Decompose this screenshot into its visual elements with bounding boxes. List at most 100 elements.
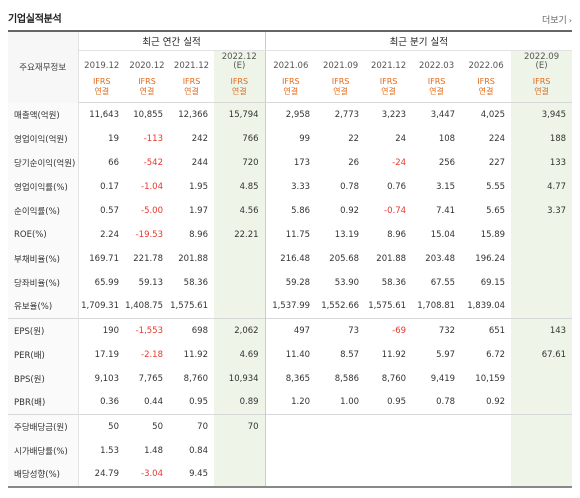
table-cell xyxy=(511,390,573,415)
period-date: 2022.03 xyxy=(418,60,455,71)
table-cell: 1,408.75 xyxy=(125,301,163,312)
table-cell: 188 xyxy=(511,126,573,151)
period-header: 2021.12 xyxy=(169,50,214,72)
table-cell: 0.95 xyxy=(189,397,208,408)
table-cell: 24.79 xyxy=(78,462,125,488)
table-row: ROE(%) 2.24 -19.53 8.96 22.21 11.75 13.19 8.96 1… xyxy=(8,222,573,247)
ifrs-label: IFRS xyxy=(532,76,551,86)
period-header: 2022.03 xyxy=(412,50,461,72)
table-cell: 11.92 xyxy=(183,349,208,360)
table-cell: 58.36 xyxy=(381,277,407,288)
table-cell: -5.00 xyxy=(141,205,163,216)
ifrs-label: IFRS xyxy=(379,76,398,86)
table-cell: 99 xyxy=(299,133,311,144)
table-cell: 5.55 xyxy=(486,181,506,192)
ifrs-basis-label: IFRS 연결 xyxy=(214,71,266,103)
ifrs-label: IFRS xyxy=(477,76,495,86)
row-label: EPS(원) xyxy=(8,318,79,343)
ifrs-basis-label: IFRS 연결 xyxy=(125,71,169,103)
table-cell: -113 xyxy=(143,133,163,144)
ifrs-label: IFRS xyxy=(331,76,350,86)
table-cell: 190 xyxy=(78,318,125,343)
consolidated-label: 연결 xyxy=(184,86,199,96)
consolidated-label: 연결 xyxy=(429,86,444,96)
table-cell: 201.88 xyxy=(178,253,208,264)
table-cell: 66 xyxy=(108,157,119,168)
period-date: 2021.12 xyxy=(173,60,210,71)
table-row: PBR(배) 0.36 0.44 0.95 0.89 1.20 1.00 0.95 0.78 0.… xyxy=(8,390,573,415)
table-row: 유보율(%) 1,709.31 1,408.75 1,575.61 1,537.99 1,… xyxy=(8,294,573,319)
ifrs-label: IFRS xyxy=(281,76,300,86)
table-cell: -2.18 xyxy=(141,349,163,360)
table-cell: 3.33 xyxy=(291,181,311,192)
table-cell: 1,709.31 xyxy=(81,301,119,312)
table-cell: 8,365 xyxy=(285,373,311,384)
table-cell: 59.13 xyxy=(138,277,163,288)
table-cell: 11.75 xyxy=(285,229,311,240)
table-cell xyxy=(265,414,317,439)
row-label: ROE(%) xyxy=(8,222,79,247)
table-cell: 4.85 xyxy=(214,174,266,199)
table-cell: -542 xyxy=(143,157,163,168)
table-cell: 1.95 xyxy=(189,181,208,192)
row-label: 순이익률(%) xyxy=(8,198,79,223)
table-cell: 698 xyxy=(169,318,214,343)
table-cell: 0.78 xyxy=(436,397,456,408)
table-cell: 0.44 xyxy=(144,397,163,408)
period-header: 2019.12 xyxy=(78,50,125,72)
table-cell: 22.21 xyxy=(214,222,266,247)
table-cell xyxy=(461,414,512,439)
table-cell: 10,159 xyxy=(475,373,506,384)
table-cell: 9,103 xyxy=(94,373,119,384)
table-cell: 9.45 xyxy=(169,462,214,488)
more-link[interactable]: 더보기 › xyxy=(542,13,572,26)
table-cell xyxy=(511,366,573,391)
table-cell: 8,760 xyxy=(183,373,208,384)
row-label: 영업이익(억원) xyxy=(8,126,79,151)
table-cell: 0.57 xyxy=(100,205,119,216)
estimate-marker: (E) xyxy=(535,60,548,71)
table-cell xyxy=(511,414,573,439)
row-label: 배당성향(%) xyxy=(8,462,79,488)
ifrs-basis-label: IFRS 연결 xyxy=(511,71,573,103)
table-cell: 242 xyxy=(191,133,208,144)
table-cell xyxy=(511,438,573,463)
table-cell: 651 xyxy=(461,318,512,343)
table-cell xyxy=(214,246,266,271)
table-cell: 0.92 xyxy=(340,205,360,216)
table-cell: -69 xyxy=(365,318,413,343)
table-cell xyxy=(511,294,573,319)
table-row: EPS(원) 190 -1,553 698 2,062 497 73 -69 732 651 143 xyxy=(8,318,573,343)
table-cell: 53.90 xyxy=(334,277,360,288)
ifrs-label: IFRS xyxy=(427,76,446,86)
table-cell: 203.48 xyxy=(425,253,456,264)
table-cell: 2,958 xyxy=(285,109,311,120)
table-cell: 0.92 xyxy=(486,397,506,408)
table-cell: 720 xyxy=(214,150,266,175)
table-cell: 4.77 xyxy=(511,174,573,199)
period-header: 2021.06 xyxy=(265,50,316,72)
table-cell: 4,025 xyxy=(480,109,506,120)
table-cell xyxy=(511,462,573,488)
table-cell xyxy=(214,462,266,488)
period-date: 2019.12 xyxy=(84,60,120,71)
consolidated-label: 연결 xyxy=(381,86,396,96)
table-cell xyxy=(412,439,461,463)
table-cell: -3.04 xyxy=(125,462,169,488)
table-cell: 11.40 xyxy=(285,349,311,360)
table-cell xyxy=(511,246,573,271)
table-cell: 19 xyxy=(108,133,119,144)
table-cell: 70 xyxy=(169,414,214,439)
table-cell: 65.99 xyxy=(94,277,119,288)
table-cell: 3,223 xyxy=(381,109,407,120)
table-cell xyxy=(316,462,366,488)
table-cell: 1.00 xyxy=(340,397,360,408)
period-header: 2021.09 xyxy=(316,50,365,72)
table-cell: 2,773 xyxy=(334,109,360,120)
period-header: 2020.12 xyxy=(125,50,169,72)
table-cell: 1,552.66 xyxy=(321,301,360,312)
period-date: 2022.12 xyxy=(221,51,257,62)
table-cell xyxy=(316,439,365,463)
consolidated-label: 연결 xyxy=(534,86,549,96)
table-cell: 221.78 xyxy=(133,253,163,264)
